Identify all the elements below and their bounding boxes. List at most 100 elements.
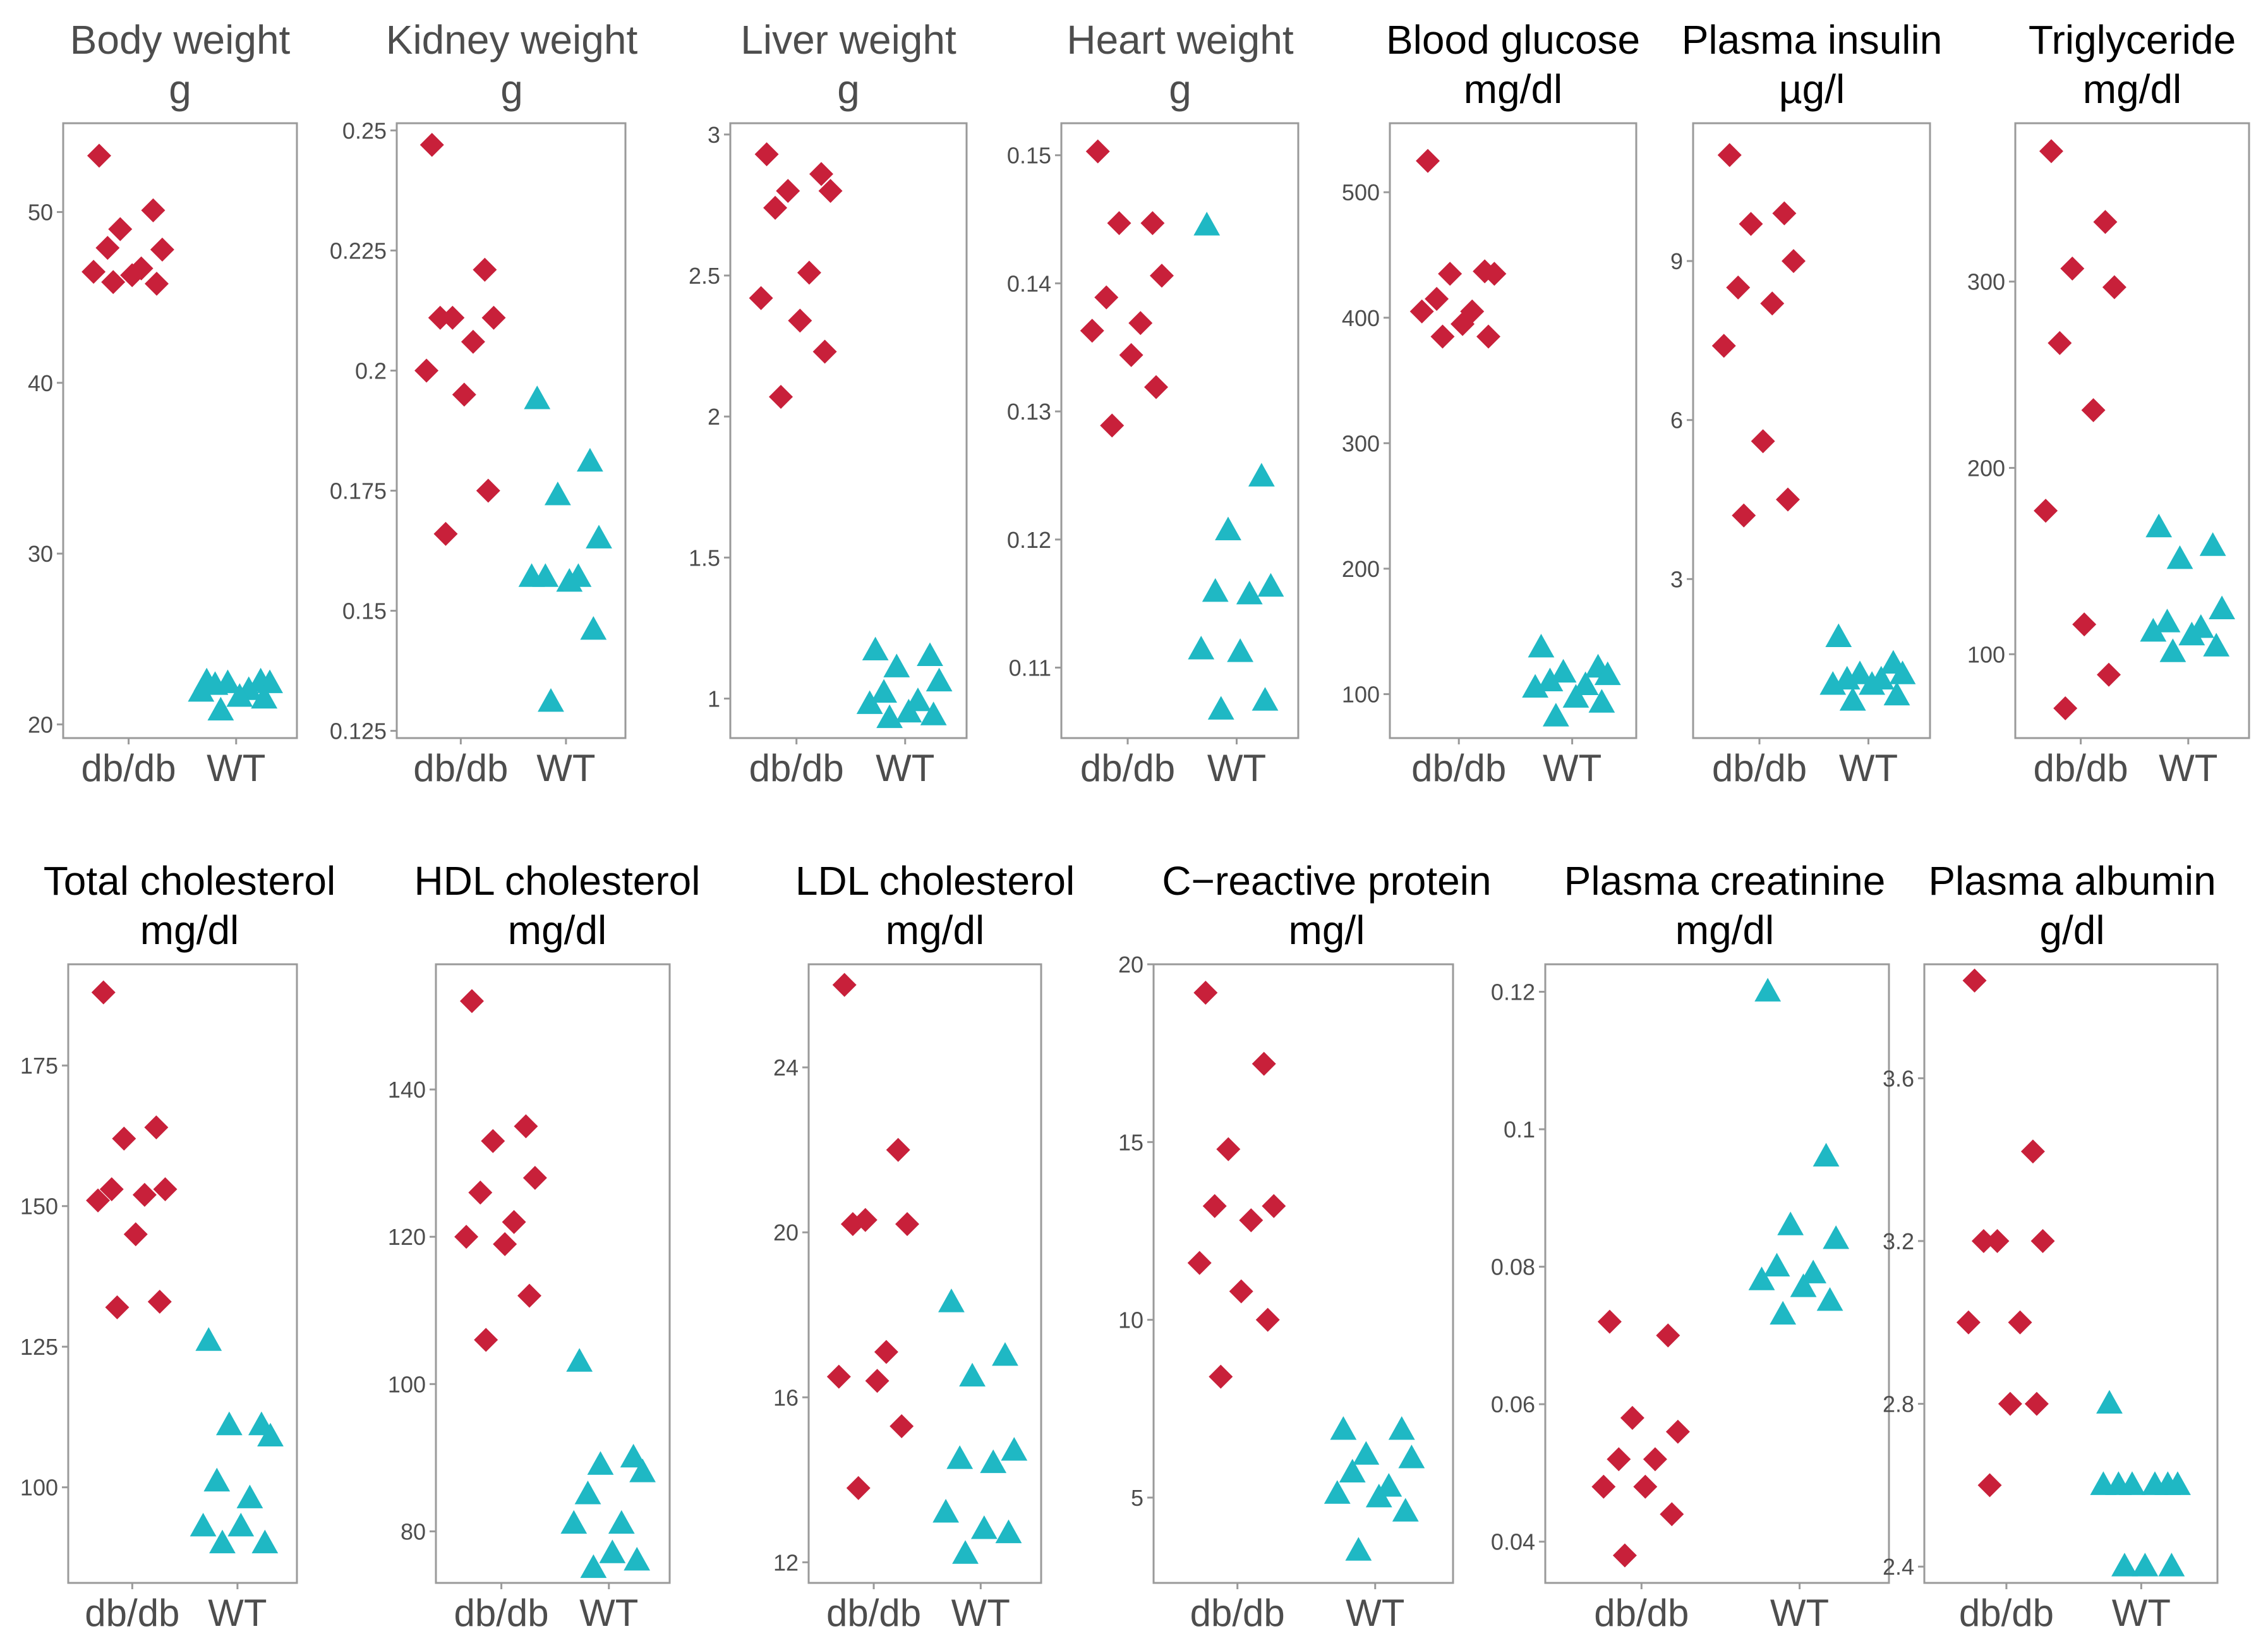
dbdb-point	[2039, 139, 2063, 164]
dbdb-point	[1711, 334, 1736, 358]
dbdb-point	[150, 238, 174, 262]
wt-point	[1823, 1225, 1850, 1249]
wt-point	[566, 1348, 593, 1372]
y-tick-label: 0.25	[342, 118, 387, 143]
dbdb-point	[1717, 143, 1742, 167]
y-tick-label: 0.04	[1491, 1529, 1535, 1555]
panel-frame	[729, 122, 968, 739]
wt-point	[209, 1529, 236, 1554]
panel-frame	[2014, 122, 2250, 739]
dbdb-point	[1633, 1474, 1658, 1499]
wt-point	[1748, 1266, 1775, 1290]
y-tick-label: 15	[1118, 1129, 1143, 1155]
wt-point	[946, 1445, 974, 1469]
x-tick-label: WT	[1207, 747, 1266, 789]
wt-point	[1188, 636, 1215, 660]
x-tick-label: db/db	[413, 747, 508, 789]
dbdb-point	[2081, 398, 2106, 423]
y-tick-label: 24	[773, 1055, 799, 1081]
wt-point	[1324, 1480, 1351, 1504]
wt-point	[1248, 463, 1275, 487]
dbdb-point	[454, 1225, 479, 1249]
dbdb-point	[481, 1129, 505, 1153]
dbdb-point	[2060, 256, 2085, 281]
dbdb-point	[144, 1115, 169, 1140]
wt-point	[1542, 703, 1569, 727]
dbdb-point	[1607, 1447, 1631, 1472]
y-tick-label: 0.14	[1007, 270, 1051, 296]
dbdb-point	[1144, 375, 1168, 399]
wt-point	[1215, 516, 1241, 541]
dbdb-point	[890, 1414, 914, 1438]
wt-point	[1816, 1287, 1843, 1311]
dbdb-point	[474, 1328, 498, 1352]
wt-point	[1392, 1498, 1419, 1522]
x-tick-label: db/db	[1712, 747, 1807, 789]
panel-title: Liver weight	[740, 17, 956, 63]
wt-point	[544, 482, 571, 506]
dbdb-point	[1193, 981, 1218, 1005]
dbdb-point	[502, 1209, 526, 1234]
dbdb-point	[1597, 1309, 1622, 1334]
dbdb-point	[1187, 1251, 1212, 1275]
wt-point	[1193, 212, 1221, 236]
wt-point	[629, 1458, 656, 1482]
dbdb-point	[2020, 1139, 2045, 1164]
wt-point	[2199, 532, 2226, 556]
dbdb-point	[1782, 249, 1806, 274]
wt-point	[227, 1513, 255, 1537]
dbdb-point	[754, 142, 779, 167]
dbdb-point	[840, 1212, 865, 1237]
wt-point	[959, 1362, 986, 1387]
wt-point	[215, 1411, 243, 1436]
dbdb-point	[2024, 1391, 2049, 1416]
y-tick-label: 2	[708, 404, 720, 430]
x-tick-label: db/db	[85, 1592, 179, 1634]
dbdb-point	[452, 382, 476, 407]
dbdb-point	[105, 1295, 130, 1319]
wt-point	[203, 1467, 231, 1492]
dbdb-point	[108, 217, 133, 241]
wt-point	[926, 667, 953, 692]
wt-point	[251, 1529, 279, 1554]
wt-point	[995, 1519, 1022, 1544]
dbdb-point	[797, 260, 821, 285]
dbdb-point	[522, 1165, 547, 1190]
wt-point	[1528, 634, 1555, 658]
dbdb-point	[123, 1222, 148, 1247]
x-tick-label: WT	[1543, 747, 1601, 789]
dbdb-point	[1252, 1051, 1276, 1076]
dbdb-point	[147, 1290, 172, 1314]
wt-point	[1562, 684, 1589, 708]
dbdb-point	[87, 143, 111, 168]
x-tick-label: WT	[208, 1592, 267, 1634]
dbdb-point	[2048, 330, 2072, 355]
panel-unit: g	[1169, 66, 1191, 112]
dbdb-point	[428, 305, 452, 330]
dbdb-point	[1476, 324, 1500, 349]
y-tick-label: 0.13	[1007, 399, 1051, 425]
x-tick-label: WT	[951, 1592, 1010, 1634]
dbdb-point	[818, 179, 843, 203]
wt-point	[1790, 1273, 1817, 1297]
y-tick-label: 0.06	[1491, 1391, 1535, 1417]
dbdb-point	[1776, 487, 1800, 512]
panel-title: Blood glucose	[1386, 17, 1640, 63]
y-tick-label: 0.175	[330, 478, 387, 504]
dbdb-point	[1482, 262, 1507, 286]
wt-point	[1800, 1259, 1827, 1283]
dbdb-point	[1956, 1310, 1981, 1335]
panel-frame	[435, 963, 671, 1584]
panel-frame	[1389, 122, 1638, 739]
x-tick-label: db/db	[2034, 747, 2128, 789]
y-tick-label: 9	[1670, 248, 1683, 274]
x-tick-label: db/db	[749, 747, 844, 789]
dbdb-point	[132, 1182, 157, 1207]
y-tick-label: 0.15	[342, 598, 387, 624]
x-tick-label: WT	[2112, 1592, 2171, 1634]
